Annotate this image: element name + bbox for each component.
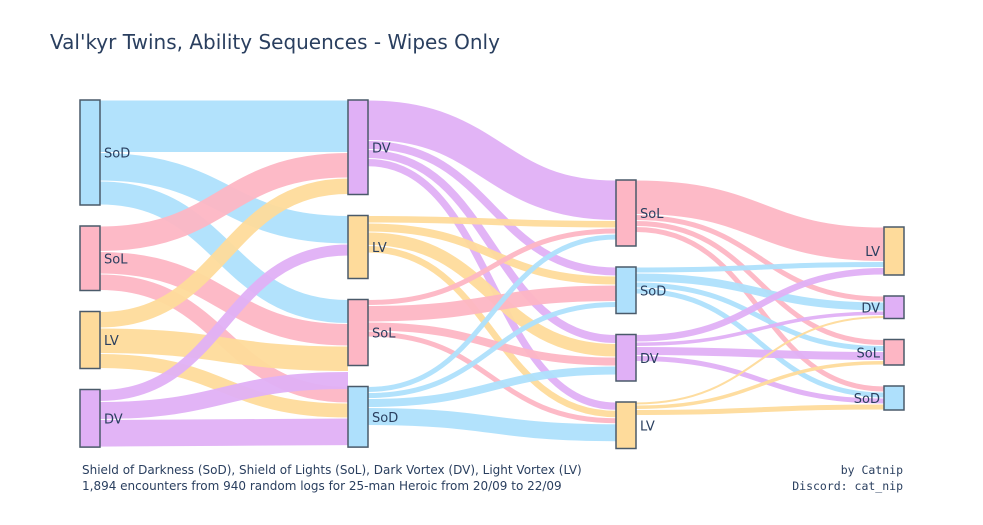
node-label-s1_DV: DV — [372, 141, 391, 156]
node-label-s0_LV: LV — [104, 334, 119, 349]
node-s2_SoD — [615, 266, 637, 315]
link-s0_DV-to-s1_LV — [99, 244, 349, 401]
footer-credits: by Catnip Discord: cat_nip — [792, 462, 903, 494]
link-s2_LV-to-s3_SoD — [635, 404, 885, 415]
node-s3_SoD — [883, 385, 905, 411]
link-s2_DV-to-s3_SoL — [635, 347, 885, 360]
link-s1_DV-to-s2_SoD — [367, 141, 617, 276]
link-s1_LV-to-s2_DV — [367, 232, 617, 357]
node-label-s3_SoD: SoD — [854, 392, 880, 407]
node-s1_SoL — [347, 298, 369, 367]
node-s3_LV — [883, 226, 905, 276]
node-s1_LV — [347, 214, 369, 280]
chart-title: Val'kyr Twins, Ability Sequences - Wipes… — [50, 30, 500, 54]
link-s2_DV-to-s3_LV — [635, 268, 885, 342]
footer-legend-line: Shield of Darkness (SoD), Shield of Ligh… — [82, 463, 582, 477]
node-s2_LV — [615, 401, 637, 450]
link-s0_LV-to-s1_SoD — [99, 354, 349, 418]
link-s0_SoL-to-s1_DV — [99, 153, 349, 251]
link-s1_DV-to-s2_LV — [367, 159, 617, 410]
link-s2_SoL-to-s3_SoD — [635, 227, 885, 392]
node-s2_SoL — [615, 179, 637, 247]
footer-author: by Catnip — [840, 463, 903, 477]
link-s0_LV-to-s1_DV — [99, 178, 349, 328]
link-s2_SoL-to-s3_LV — [635, 180, 885, 261]
link-s1_SoL-to-s2_LV — [367, 331, 617, 424]
link-s2_DV-to-s3_SoD — [635, 356, 885, 404]
link-s2_SoD-to-s3_LV — [635, 262, 885, 273]
node-label-s2_LV: LV — [640, 419, 655, 434]
link-s2_LV-to-s3_SoL — [635, 361, 885, 409]
link-s1_SoL-to-s2_SoD — [367, 285, 617, 322]
node-label-s3_SoL: SoL — [857, 346, 881, 361]
node-label-s3_LV: LV — [865, 245, 880, 260]
node-label-s2_SoD: SoD — [640, 284, 666, 299]
node-label-s0_SoD: SoD — [104, 147, 130, 162]
link-s2_SoD-to-s3_SoD — [635, 288, 885, 398]
footer-discord: Discord: cat_nip — [792, 479, 903, 493]
node-s0_SoD — [79, 99, 101, 206]
link-s1_LV-to-s2_SoD — [367, 223, 617, 285]
link-s2_DV-to-s3_DV — [635, 311, 885, 346]
link-s1_SoL-to-s2_SoL — [367, 228, 617, 305]
node-label-s1_SoL: SoL — [372, 327, 396, 342]
link-s0_DV-to-s1_SoL — [99, 372, 349, 419]
link-s1_LV-to-s2_SoL — [367, 216, 617, 228]
link-s1_DV-to-s2_SoL — [367, 100, 617, 220]
node-label-s3_DV: DV — [861, 301, 880, 316]
link-s2_LV-to-s3_DV — [635, 316, 885, 405]
node-s3_SoL — [883, 338, 905, 366]
node-s1_SoD — [347, 385, 369, 448]
link-s1_SoD-to-s2_DV — [367, 366, 617, 407]
link-s1_SoD-to-s2_LV — [367, 408, 617, 442]
link-s2_SoD-to-s3_SoL — [635, 282, 885, 351]
link-s1_SoD-to-s2_SoD — [367, 302, 617, 398]
link-s0_SoL-to-s1_SoL — [99, 252, 349, 346]
node-s0_SoL — [79, 225, 101, 292]
node-label-s2_DV: DV — [640, 352, 659, 367]
node-label-s0_SoL: SoL — [104, 252, 128, 267]
sankey-links — [99, 100, 885, 447]
link-s0_DV-to-s1_SoD — [99, 418, 349, 447]
node-s0_LV — [79, 310, 101, 370]
node-label-s0_DV: DV — [104, 412, 123, 427]
link-s1_SoL-to-s2_DV — [367, 322, 617, 366]
sankey-nodes: SoD SoL LV DV DV LV SoL SoD SoL SoD DV LV LV DV SoL SoD — [79, 99, 905, 450]
node-s2_DV — [615, 333, 637, 382]
link-s2_SoL-to-s3_DV — [635, 215, 885, 302]
node-label-s2_SoL: SoL — [640, 207, 664, 222]
footer-encounters-line: 1,894 encounters from 940 random logs fo… — [82, 479, 562, 493]
node-label-s1_SoD: SoD — [372, 411, 398, 426]
link-s1_SoD-to-s2_SoL — [367, 234, 617, 392]
footer-notes: Shield of Darkness (SoD), Shield of Ligh… — [82, 462, 582, 494]
link-s2_SoL-to-s3_SoL — [635, 221, 885, 345]
node-label-s1_LV: LV — [372, 241, 387, 256]
node-s0_DV — [79, 388, 101, 448]
link-s0_LV-to-s1_SoL — [99, 328, 349, 371]
link-s1_DV-to-s2_DV — [367, 150, 617, 343]
node-s3_DV — [883, 295, 905, 320]
link-s2_SoD-to-s3_DV — [635, 273, 885, 311]
link-s1_LV-to-s2_LV — [367, 246, 617, 418]
node-s1_DV — [347, 99, 369, 196]
